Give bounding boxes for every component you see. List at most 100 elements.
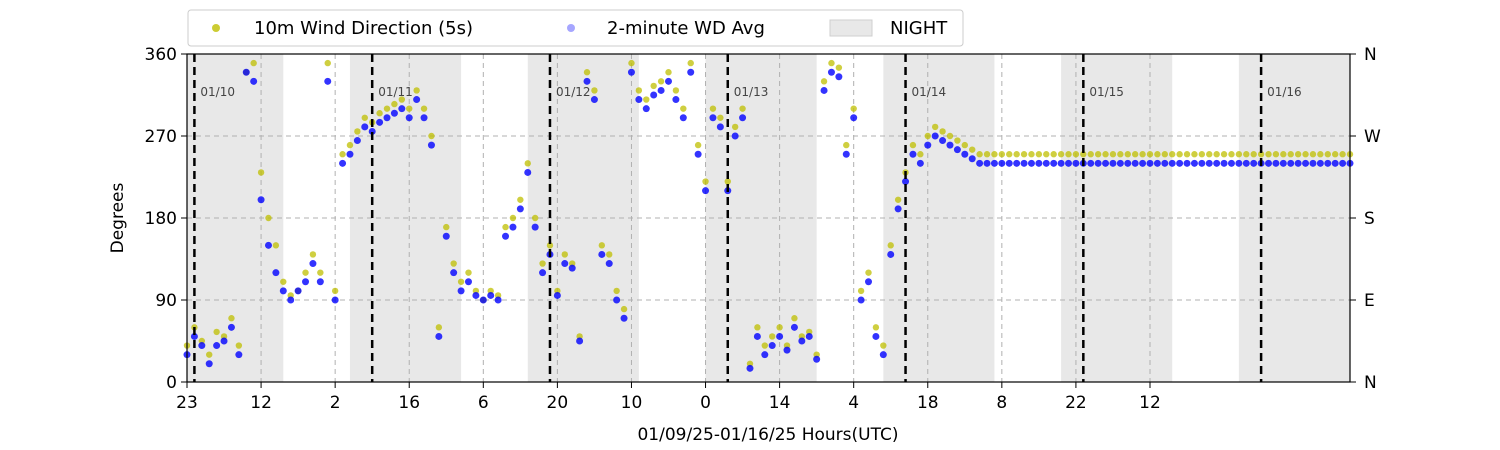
x-axis-label: 01/09/25-01/16/25 Hours(UTC) xyxy=(637,425,898,445)
wind-direction-point xyxy=(680,105,687,112)
wind-direction-point xyxy=(413,87,420,94)
day-marker-label: 01/10 xyxy=(200,85,235,99)
wd-avg-point xyxy=(1161,159,1169,167)
wd-avg-point xyxy=(450,269,458,277)
legend-label-avg: 2-minute WD Avg xyxy=(607,18,765,39)
wd-avg-point xyxy=(235,351,243,359)
wd-avg-point xyxy=(1065,159,1073,167)
wind-direction-point xyxy=(828,59,835,67)
wind-direction-point xyxy=(1102,151,1109,158)
wd-avg-point xyxy=(672,96,680,104)
wd-avg-point xyxy=(998,159,1006,167)
right-tick-label: N xyxy=(1364,45,1377,65)
legend-box xyxy=(187,9,964,47)
wd-avg-point xyxy=(294,287,302,295)
wd-avg-point xyxy=(405,114,413,122)
wind-direction-point xyxy=(598,242,606,249)
wd-avg-point xyxy=(916,159,924,167)
wd-avg-point xyxy=(1168,159,1176,167)
wd-avg-point xyxy=(1050,159,1058,167)
day-marker-label: 01/13 xyxy=(734,85,769,99)
wd-avg-point xyxy=(242,68,250,76)
wd-avg-point xyxy=(539,269,547,277)
wind-direction-point xyxy=(1139,151,1146,158)
wind-direction-point xyxy=(976,151,983,158)
wd-avg-point xyxy=(1250,159,1258,167)
wd-avg-point xyxy=(361,123,369,131)
wd-avg-point xyxy=(1153,159,1161,167)
wd-avg-point xyxy=(798,337,806,345)
wind-direction-point xyxy=(843,141,850,149)
wd-avg-point xyxy=(220,337,228,345)
wind-direction-point xyxy=(924,132,931,140)
wind-direction-point xyxy=(717,114,724,121)
right-tick-label: W xyxy=(1364,127,1381,147)
wind-direction-point xyxy=(1176,151,1183,158)
wd-avg-point xyxy=(353,137,361,145)
wind-direction-point xyxy=(346,141,354,149)
wd-avg-point xyxy=(761,351,769,359)
wind-direction-point xyxy=(457,278,465,285)
wd-avg-point xyxy=(894,205,902,213)
wind-direction-point xyxy=(820,78,828,85)
wd-avg-point xyxy=(1013,159,1021,167)
wind-direction-point xyxy=(1280,151,1287,158)
wd-avg-point xyxy=(1235,159,1243,167)
wind-direction-point xyxy=(1050,151,1057,158)
wd-avg-point xyxy=(835,73,843,81)
day-marker-label: 01/16 xyxy=(1267,85,1302,99)
wd-avg-point xyxy=(857,296,865,304)
wd-avg-point xyxy=(583,77,591,85)
x-tick-label: 23 xyxy=(176,393,198,413)
wd-avg-point xyxy=(702,187,710,195)
wind-direction-point xyxy=(850,105,857,112)
wd-avg-point xyxy=(279,287,287,295)
wd-avg-point xyxy=(427,141,435,149)
wd-avg-point xyxy=(487,291,495,299)
wind-direction-point xyxy=(754,324,761,331)
wind-direction-point xyxy=(206,351,213,358)
wd-avg-point xyxy=(805,332,813,340)
wd-avg-point xyxy=(442,232,450,240)
wind-direction-point xyxy=(376,110,383,117)
wd-avg-point xyxy=(1035,159,1043,167)
wind-direction-point xyxy=(1094,151,1102,158)
wd-avg-point xyxy=(598,250,606,258)
wind-direction-point xyxy=(1020,151,1028,158)
wd-avg-point xyxy=(642,105,650,113)
wd-avg-point xyxy=(213,342,221,350)
wind-direction-point xyxy=(465,269,472,276)
wd-avg-point xyxy=(1109,159,1117,167)
wind-direction-point xyxy=(702,178,709,185)
wind-direction-point xyxy=(835,64,843,71)
wd-avg-point xyxy=(1220,159,1228,167)
wd-avg-point xyxy=(516,205,524,213)
wd-avg-point xyxy=(909,150,917,158)
wind-direction-point xyxy=(1124,151,1131,158)
wd-avg-point xyxy=(827,68,835,76)
wd-avg-point xyxy=(250,77,258,85)
wd-avg-point xyxy=(790,323,798,331)
legend-swatch-wind xyxy=(212,24,220,32)
wind-direction-point xyxy=(665,69,672,76)
wind-direction-point xyxy=(398,96,406,103)
y-tick-label: 90 xyxy=(155,291,177,311)
wind-direction-point xyxy=(391,100,398,108)
wind-direction-point xyxy=(361,114,368,121)
wd-avg-point xyxy=(990,159,998,167)
wind-direction-point xyxy=(983,151,991,158)
y-tick-label: 270 xyxy=(145,127,177,147)
day-marker-label: 01/11 xyxy=(378,85,413,99)
wind-direction-point xyxy=(1080,151,1087,158)
x-tick-label: 18 xyxy=(917,393,939,413)
wd-avg-point xyxy=(813,355,821,363)
wind-direction-point xyxy=(1324,151,1331,158)
wind-direction-point xyxy=(428,132,435,140)
wind-direction-point xyxy=(1065,151,1072,158)
wd-avg-point xyxy=(709,114,717,122)
day-marker-label: 01/12 xyxy=(556,85,591,99)
wind-direction-point xyxy=(339,151,346,158)
wind-direction-point xyxy=(628,59,635,67)
wd-avg-point xyxy=(272,269,280,277)
wind-direction-point xyxy=(709,105,717,112)
